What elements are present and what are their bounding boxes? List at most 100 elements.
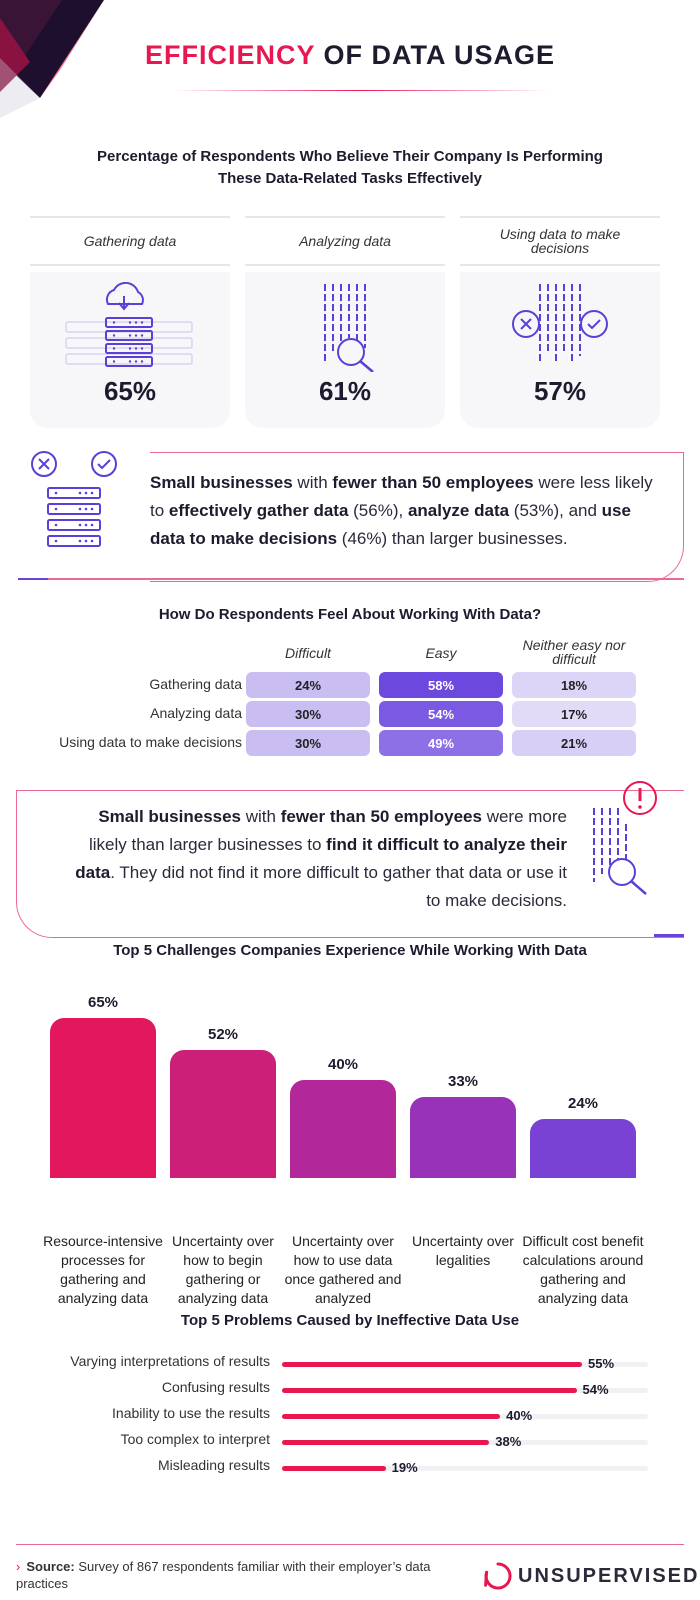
card-body: 65%: [30, 272, 230, 428]
footer-rule: [16, 1544, 684, 1545]
challenge-category-label: Resource-intensive processes for gatheri…: [43, 1233, 163, 1306]
callout-span: (53%), and: [509, 501, 602, 520]
corner-decoration: [0, 0, 104, 118]
feel-row-label: Analyzing data: [150, 705, 242, 721]
card-label: Gathering data: [30, 216, 230, 266]
callout-span: (56%),: [348, 501, 408, 520]
challenge-bar: [410, 1096, 516, 1178]
page-title: EFFICIENCY OF DATA USAGE: [0, 40, 700, 71]
challenge-category-label: Uncertainty over how to use data once ga…: [284, 1233, 402, 1306]
problem-value-label: 40%: [506, 1408, 533, 1423]
feel-col-easy: Easy: [425, 645, 457, 661]
problem-bar: [282, 1388, 577, 1393]
challenges-title: Top 5 Challenges Companies Experience Wh…: [113, 942, 587, 959]
challenge-value-label: 24%: [567, 1094, 599, 1112]
small-business-callout: Small businesses with fewer than 50 empl…: [150, 452, 684, 582]
challenge-bar: [530, 1118, 636, 1178]
card-label: Analyzing data: [245, 216, 445, 266]
problem-value-label: 38%: [495, 1434, 522, 1449]
effectiveness-title: Percentage of Respondents Who Believe Th…: [0, 146, 700, 190]
challenge-category-label: Uncertainty over how to begin gathering …: [172, 1233, 274, 1306]
feel-cell-difficult: 30%: [246, 701, 370, 727]
callout-underline: [18, 578, 684, 580]
card-analyzing: Analyzing data 61%: [245, 216, 445, 428]
problem-label: Varying interpretations of results: [70, 1353, 270, 1369]
feel-cell-easy: 49%: [379, 730, 503, 756]
callout-text: Small businesses with fewer than 50 empl…: [150, 469, 670, 553]
callout-span: (46%) than larger businesses.: [337, 529, 568, 548]
chevron-right-icon: ›: [16, 1559, 21, 1574]
problem-value-label: 54%: [582, 1382, 609, 1397]
feel-cell-easy: 54%: [379, 701, 503, 727]
card-decisions: Using data to make decisions 57%: [460, 216, 660, 428]
callout-strong: Small businesses: [98, 807, 242, 826]
feel-cell-neither: 17%: [512, 701, 636, 727]
callout-accent-mark: [654, 934, 684, 937]
problem-value-label: 19%: [391, 1460, 418, 1475]
challenge-category-label: Difficult cost benefit calculations arou…: [522, 1233, 644, 1306]
difficulty-callout: Small businesses with fewer than 50 empl…: [16, 790, 684, 938]
problem-bar: [282, 1440, 490, 1445]
feel-cell-easy: 58%: [379, 672, 503, 698]
callout-span: . They did not find it more difficult to…: [110, 863, 567, 910]
source-note: › Source: Survey of 867 respondents famil…: [16, 1558, 456, 1592]
callout-strong: analyze data: [407, 501, 510, 520]
problems-title: Top 5 Problems Caused by Ineffective Dat…: [180, 1312, 520, 1329]
problem-label: Confusing results: [161, 1379, 270, 1395]
title-rest: OF DATA USAGE: [323, 40, 556, 70]
problem-label: Misleading results: [157, 1457, 270, 1473]
alert-magnifier-icon: [593, 781, 657, 895]
callout-strong: find it difficult to analyze their data: [75, 835, 567, 882]
challenge-bar: [170, 1050, 276, 1178]
problem-label: Too complex to interpret: [120, 1431, 270, 1447]
feel-row-label: Using data to make decisions: [59, 734, 242, 750]
callout-text: Small businesses with fewer than 50 empl…: [57, 803, 567, 915]
problem-label: Inability to use the results: [112, 1405, 270, 1421]
callout-strong: fewer than 50 employees: [332, 473, 534, 492]
title-accent: EFFICIENCY: [144, 40, 315, 70]
problem-track: [282, 1466, 648, 1471]
challenge-value-label: 52%: [207, 1026, 239, 1043]
effectiveness-title-line2: These Data-Related Tasks Effectively: [217, 170, 482, 187]
card-gathering: Gathering data 65%: [30, 216, 230, 428]
challenge-bar: [290, 1079, 396, 1178]
challenge-value-label: 65%: [87, 994, 119, 1011]
problem-bar: [282, 1466, 386, 1471]
problem-value-label: 55%: [588, 1356, 615, 1371]
card-label: Using data to make decisions: [460, 216, 660, 266]
callout-strong: effectively gather data: [168, 501, 349, 520]
source-label: Source:: [26, 1559, 75, 1574]
feel-col-difficult: Difficult: [285, 645, 331, 661]
unsupervised-logo-icon: [484, 1562, 512, 1590]
brand-logo: UNSUPERVISED: [484, 1562, 699, 1590]
cloud-server-icon: [65, 282, 193, 367]
card-body: 61%: [245, 272, 445, 428]
callout-span: were more likely than larger businesses …: [88, 807, 567, 854]
feel-cell-neither: 21%: [512, 730, 636, 756]
feel-cell-difficult: 30%: [246, 730, 370, 756]
challenge-category-label: Uncertainty over legalities: [412, 1233, 514, 1268]
decision-icon: [512, 284, 608, 362]
challenge-bar: [50, 1018, 156, 1178]
feelings-title: How Do Respondents Feel About Working Wi…: [158, 606, 542, 623]
feel-cell-difficult: 24%: [246, 672, 370, 698]
brand-name: UNSUPERVISED: [518, 1564, 700, 1587]
source-text: Survey of 867 respondents familiar with …: [16, 1559, 431, 1591]
card-value: 61%: [318, 376, 372, 406]
feel-row-label: Gathering data: [149, 676, 242, 692]
callout-span: were less likely to: [150, 473, 653, 520]
card-value: 65%: [103, 376, 157, 406]
card-body: 57%: [460, 272, 660, 428]
server-decision-icon: [31, 451, 117, 547]
magnifier-data-icon: [324, 284, 374, 372]
problem-bar: [282, 1414, 501, 1419]
problem-bar: [282, 1362, 582, 1367]
feel-cell-neither: 18%: [512, 672, 636, 698]
effectiveness-title-line1: Percentage of Respondents Who Believe Th…: [97, 148, 603, 165]
feel-col-neither: Neither easy nor difficult: [522, 637, 626, 667]
challenge-value-label: 33%: [447, 1072, 479, 1090]
callout-strong: use data to make decisions: [150, 501, 631, 548]
callout-span: with: [292, 473, 333, 492]
callout-span: with: [241, 807, 281, 826]
title-rule: [170, 90, 550, 91]
